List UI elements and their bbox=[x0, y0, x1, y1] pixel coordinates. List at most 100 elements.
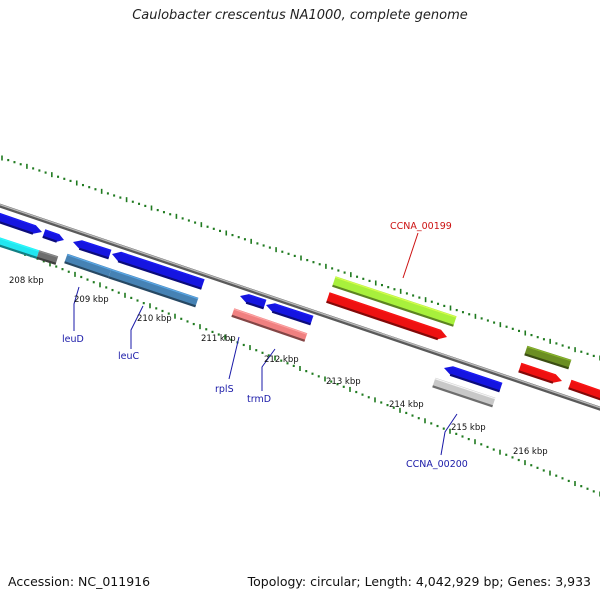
feature-shadow-edge bbox=[432, 385, 493, 408]
feature-CCNA_00200[interactable] bbox=[432, 377, 496, 408]
feature-f16[interactable] bbox=[524, 345, 572, 370]
feature-CCNA_00199[interactable] bbox=[332, 276, 457, 327]
outer-minor-tick bbox=[156, 208, 159, 212]
outer-minor-tick bbox=[542, 338, 545, 341]
inner-minor-tick bbox=[517, 458, 520, 462]
feature-f10[interactable] bbox=[266, 303, 314, 326]
outer-major-tick bbox=[350, 272, 352, 278]
inner-major-tick bbox=[224, 334, 226, 340]
feature-f3[interactable] bbox=[0, 236, 40, 259]
feature-body bbox=[240, 294, 267, 309]
inner-minor-tick bbox=[217, 333, 220, 336]
outer-minor-tick bbox=[505, 325, 508, 328]
outer-minor-tick bbox=[138, 202, 141, 205]
outer-minor-tick bbox=[63, 177, 66, 180]
outer-minor-tick bbox=[94, 188, 97, 191]
leader-CCNA_00200 bbox=[440, 413, 458, 456]
outer-major-tick bbox=[26, 163, 28, 169]
outer-minor-tick bbox=[7, 158, 10, 162]
inner-minor-tick bbox=[430, 422, 433, 425]
outer-minor-tick bbox=[331, 267, 334, 270]
feature-body bbox=[568, 379, 600, 400]
inner-minor-tick bbox=[261, 351, 264, 354]
gene-label-CCNA_00200[interactable]: CCNA_00200 bbox=[406, 459, 468, 470]
outer-minor-tick bbox=[38, 169, 41, 172]
outer-major-tick bbox=[51, 172, 53, 178]
feature-shadow-edge bbox=[332, 284, 454, 327]
inner-minor-tick bbox=[386, 404, 389, 407]
outer-minor-tick bbox=[362, 277, 365, 280]
feature-f14[interactable] bbox=[444, 366, 503, 393]
feature-leuC[interactable] bbox=[108, 268, 199, 308]
gene-label-leuD[interactable]: leuD bbox=[62, 334, 84, 345]
inner-minor-tick bbox=[436, 424, 439, 428]
feature-f6[interactable] bbox=[112, 251, 205, 290]
outer-minor-tick bbox=[356, 275, 359, 278]
inner-major-tick bbox=[149, 303, 151, 309]
genome-stats-label: Topology: circular; Length: 4,042,929 bp… bbox=[247, 574, 591, 589]
feature-highlight-edge bbox=[570, 380, 600, 392]
outer-minor-tick bbox=[592, 354, 595, 358]
outer-minor-tick bbox=[418, 296, 421, 299]
scale-label-209: 209 kbp bbox=[74, 295, 109, 305]
inner-minor-tick bbox=[267, 354, 270, 357]
feature-highlight-edge bbox=[329, 292, 441, 332]
inner-minor-tick bbox=[286, 362, 289, 365]
inner-minor-tick bbox=[380, 401, 383, 404]
inner-major-tick bbox=[349, 386, 351, 392]
feature-f18[interactable] bbox=[568, 379, 600, 402]
outer-minor-tick bbox=[380, 283, 383, 287]
inner-major-tick bbox=[49, 261, 51, 267]
inner-major-tick bbox=[424, 418, 426, 424]
inner-minor-tick bbox=[311, 372, 314, 375]
inner-minor-tick bbox=[42, 260, 45, 263]
inner-minor-tick bbox=[486, 445, 489, 449]
inner-minor-tick bbox=[555, 474, 558, 477]
feature-highlight-edge bbox=[110, 269, 199, 300]
outer-minor-tick bbox=[19, 163, 22, 166]
feature-f9[interactable] bbox=[240, 294, 267, 310]
feature-body bbox=[64, 253, 112, 278]
outer-minor-tick bbox=[268, 246, 271, 249]
outer-minor-tick bbox=[511, 327, 514, 330]
gene-label-rplS[interactable]: rplS bbox=[215, 384, 234, 395]
inner-minor-tick bbox=[511, 456, 514, 459]
feature-shadow-edge bbox=[231, 314, 306, 342]
feature-f17[interactable] bbox=[518, 362, 562, 384]
feature-f5[interactable] bbox=[73, 240, 112, 260]
outer-minor-tick bbox=[113, 194, 116, 197]
feature-f2[interactable] bbox=[42, 229, 64, 243]
outer-minor-tick bbox=[81, 183, 84, 187]
outer-minor-tick bbox=[106, 192, 109, 195]
inner-minor-tick bbox=[480, 443, 483, 446]
outer-major-tick bbox=[275, 247, 277, 253]
outer-minor-tick bbox=[530, 333, 533, 337]
gene-label-leuC[interactable]: leuC bbox=[118, 351, 140, 362]
feature-f4[interactable] bbox=[36, 250, 59, 265]
feature-shadow-edge bbox=[326, 300, 439, 341]
outer-minor-tick bbox=[231, 233, 234, 237]
outer-major-tick bbox=[125, 197, 128, 203]
gene-label-trmD[interactable]: trmD bbox=[247, 394, 271, 405]
inner-minor-tick bbox=[305, 370, 308, 373]
outer-minor-tick bbox=[13, 161, 16, 164]
feature-f13[interactable] bbox=[326, 292, 447, 341]
feature-highlight-edge bbox=[526, 346, 572, 362]
outer-minor-tick bbox=[243, 238, 246, 241]
feature-rplS_trmD[interactable] bbox=[231, 308, 308, 342]
gene-label-CCNA_00199[interactable]: CCNA_00199 bbox=[390, 221, 452, 232]
inner-minor-tick bbox=[530, 464, 533, 467]
outer-minor-tick bbox=[405, 292, 408, 295]
feature-leuD[interactable] bbox=[64, 253, 112, 279]
outer-minor-tick bbox=[88, 186, 91, 189]
inner-minor-tick bbox=[80, 275, 83, 279]
feature-highlight-edge bbox=[233, 308, 308, 335]
leader-leuC bbox=[130, 305, 144, 349]
inner-major-tick bbox=[449, 428, 451, 434]
feature-body bbox=[231, 308, 308, 341]
inner-minor-tick bbox=[417, 417, 420, 420]
feature-f1[interactable] bbox=[0, 212, 42, 235]
outer-major-tick bbox=[175, 213, 178, 219]
outer-minor-tick bbox=[567, 346, 570, 349]
